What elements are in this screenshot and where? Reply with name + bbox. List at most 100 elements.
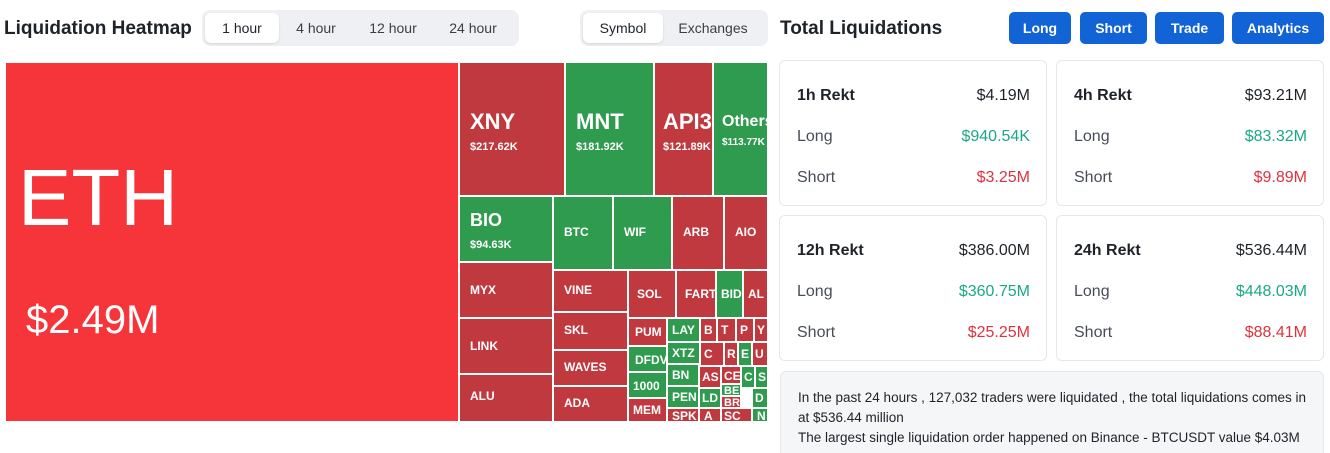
liquidation-heatmap: ETH $2.49M XNY $217.62K MNT $181.92K API3 $121.… [5,62,768,422]
heatmap-tile-vine[interactable]: VINE [553,270,628,312]
heatmap-tile-s[interactable]: S [755,366,768,388]
group-by-selector: Symbol Exchanges [580,10,768,46]
card-long-row: Long $360.75M [797,283,1030,301]
card-short-row: Short $88.41M [1074,324,1307,342]
tile-symbol: VINE [564,283,593,297]
heatmap-tile-e[interactable]: E [738,342,752,366]
heatmap-tile-y[interactable]: Y [754,318,768,342]
heatmap-tile-u[interactable]: U [752,342,768,366]
heatmap-tile-xtz[interactable]: XTZ [667,342,700,364]
heatmap-tile-c[interactable]: C [741,366,755,388]
heatmap-tile-n[interactable]: N [752,408,768,422]
heatmap-tile-1000[interactable]: 1000 [628,372,667,398]
tile-symbol: BN [672,368,690,382]
short-button[interactable]: Short [1080,12,1147,44]
tab-1-hour[interactable]: 1 hour [205,13,279,43]
tile-symbol: CE [724,369,741,383]
heatmap-tile-mnt[interactable]: MNT $181.92K [565,62,654,196]
card-header: 24h Rekt $536.44M [1074,242,1307,260]
tile-symbol: BIO [470,210,503,230]
heatmap-tile-mem[interactable]: MEM [628,398,667,422]
heatmap-tile-sol[interactable]: SOL [628,270,676,318]
heatmap-tile-aio[interactable]: AIO [724,196,768,270]
tab-24-hour[interactable]: 24 hour [449,20,497,36]
heatmap-tile-skl[interactable]: SKL [553,312,628,350]
tile-symbol: P [740,323,749,337]
heatmap-tile-be[interactable]: BE [721,384,741,396]
tab-symbol[interactable]: Symbol [583,13,663,43]
heatmap-tile-xny[interactable]: XNY $217.62K [459,62,565,196]
heatmap-tile-bio[interactable]: BIO $94.63K [459,196,553,262]
card-total: $4.19M [976,87,1030,104]
heatmap-tile-b[interactable]: B [700,318,717,342]
heatmap-tile-spk[interactable]: SPK [667,408,699,422]
short-label: Short [797,169,836,186]
tile-symbol: MYX [470,283,497,297]
heatmap-tile-a[interactable]: A [699,408,721,422]
long-button[interactable]: Long [1009,12,1071,44]
heatmap-tile-bid[interactable]: BID [716,270,743,318]
tile-symbol: XNY [470,109,516,134]
tile-symbol: MNT [576,109,624,134]
tile-symbol: C [704,347,713,361]
heatmap-tile-pum[interactable]: PUM [628,318,667,346]
tile-symbol: E [741,347,750,361]
heatmap-tile-api3[interactable]: API3 $121.89K [654,62,713,196]
tile-symbol: MEM [633,403,661,417]
heatmap-tile-ada[interactable]: ADA [553,386,628,422]
heatmap-tile-others[interactable]: Others $113.77K [713,62,768,196]
analytics-button[interactable]: Analytics [1232,12,1324,44]
short-value: $9.89M [1253,169,1307,186]
heatmap-tile-fart[interactable]: FART [676,270,716,318]
card-label: 4h Rekt [1074,87,1132,104]
tile-value: $217.62K [470,141,518,153]
heatmap-tile-r[interactable]: R [724,342,738,366]
heatmap-tile-dfdv[interactable]: DFDV [628,346,667,372]
long-value: $83.32M [1244,128,1307,145]
heatmap-tile-lay[interactable]: LAY [667,318,700,342]
trade-button[interactable]: Trade [1155,12,1224,44]
heatmap-tile-link[interactable]: LINK [459,318,553,374]
heatmap-tile-pen[interactable]: PEN [667,386,699,408]
total-liquidations-title: Total Liquidations [780,18,943,39]
heatmap-tile-waves[interactable]: WAVES [553,350,628,386]
tab-12-hour[interactable]: 12 hour [369,20,417,36]
card-long-row: Long $448.03M [1074,283,1307,301]
heatmap-tile-t[interactable]: T [717,318,736,342]
heatmap-tile-wif[interactable]: WIF [613,196,672,270]
heatmap-tile-bn[interactable]: BN [667,364,699,386]
heatmap-tile-myx[interactable]: MYX [459,262,553,318]
heatmap-tile-p[interactable]: P [736,318,754,342]
heatmap-tile-arb[interactable]: ARB [672,196,724,270]
tile-symbol: N [757,409,766,422]
heatmap-tile-d[interactable]: D [752,388,768,408]
heatmap-tile-alu[interactable]: ALU [459,374,553,422]
tile-value: $121.89K [663,141,711,153]
tab-exchanges[interactable]: Exchanges [678,20,748,36]
heatmap-tile-br[interactable]: BR [721,396,741,408]
tile-symbol: ARB [683,225,709,239]
tile-symbol: C [744,370,753,384]
card-short-row: Short $25.25M [797,324,1030,342]
card-total: $93.21M [1244,87,1307,104]
short-label: Short [1074,169,1113,186]
tab-4-hour[interactable]: 4 hour [296,20,336,36]
tile-symbol: LINK [470,339,498,353]
heatmap-tile-btc[interactable]: BTC [553,196,613,270]
heatmap-tile-ce[interactable]: CE [721,366,741,384]
card-label: 1h Rekt [797,87,855,104]
heatmap-tile-sc[interactable]: SC [721,408,752,422]
timeframe-selector: 1 hour 4 hour 12 hour 24 hour [202,10,519,46]
heatmap-tile-al[interactable]: AL [743,270,768,318]
heatmap-tile-ld[interactable]: LD [699,388,721,408]
tile-symbol: ALU [470,389,495,403]
heatmap-tile-as[interactable]: AS [699,366,721,388]
heatmap-tile-c[interactable]: C [700,342,724,366]
heatmap-tile-eth[interactable]: ETH $2.49M [5,62,459,422]
stat-card-12h: 12h Rekt $386.00M Long $360.75M Short $25.2… [779,215,1047,361]
stat-card-1h: 1h Rekt $4.19M Long $940.54K Short $3.25M [779,60,1047,206]
tile-symbol: A [704,409,713,422]
long-label: Long [797,128,833,145]
summary-line-1: In the past 24 hours , 127,032 traders w… [798,390,1307,425]
card-total: $536.44M [1235,242,1307,259]
